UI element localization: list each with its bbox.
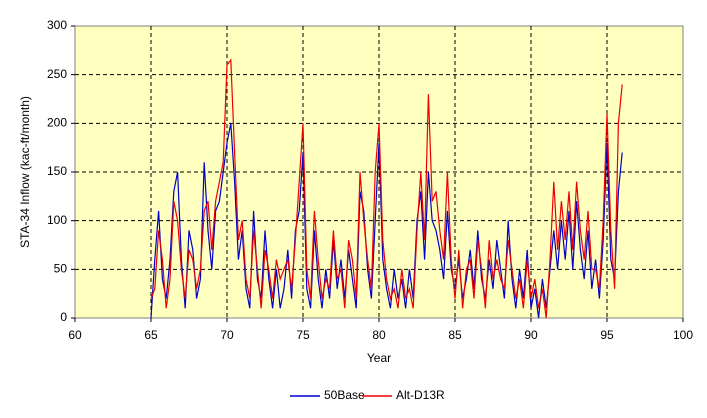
x-tick-label: 95 [600,328,614,342]
y-tick-label: 100 [47,213,67,227]
y-tick-label: 50 [54,262,68,276]
x-tick-label: 80 [372,328,386,342]
y-tick-label: 250 [47,67,67,81]
y-tick-label: 150 [47,164,67,178]
x-tick-label: 60 [68,328,82,342]
x-tick-label: 85 [448,328,462,342]
legend-label: Alt-D13R [396,388,445,402]
x-tick-label: 65 [144,328,158,342]
x-tick-label: 75 [296,328,310,342]
legend-label: 50Base [324,388,365,402]
series-line [150,58,623,319]
x-tick-label: 100 [673,328,693,342]
x-tick-label: 70 [220,328,234,342]
y-tick-label: 200 [47,116,67,130]
x-axis-label: Year [367,351,391,365]
x-tick-label: 90 [524,328,538,342]
y-tick-label: 300 [47,18,67,32]
y-tick-label: 0 [60,310,67,324]
series-line [150,123,623,319]
y-axis-label: STA-34 Inflow (kac-ft/month) [18,96,32,248]
